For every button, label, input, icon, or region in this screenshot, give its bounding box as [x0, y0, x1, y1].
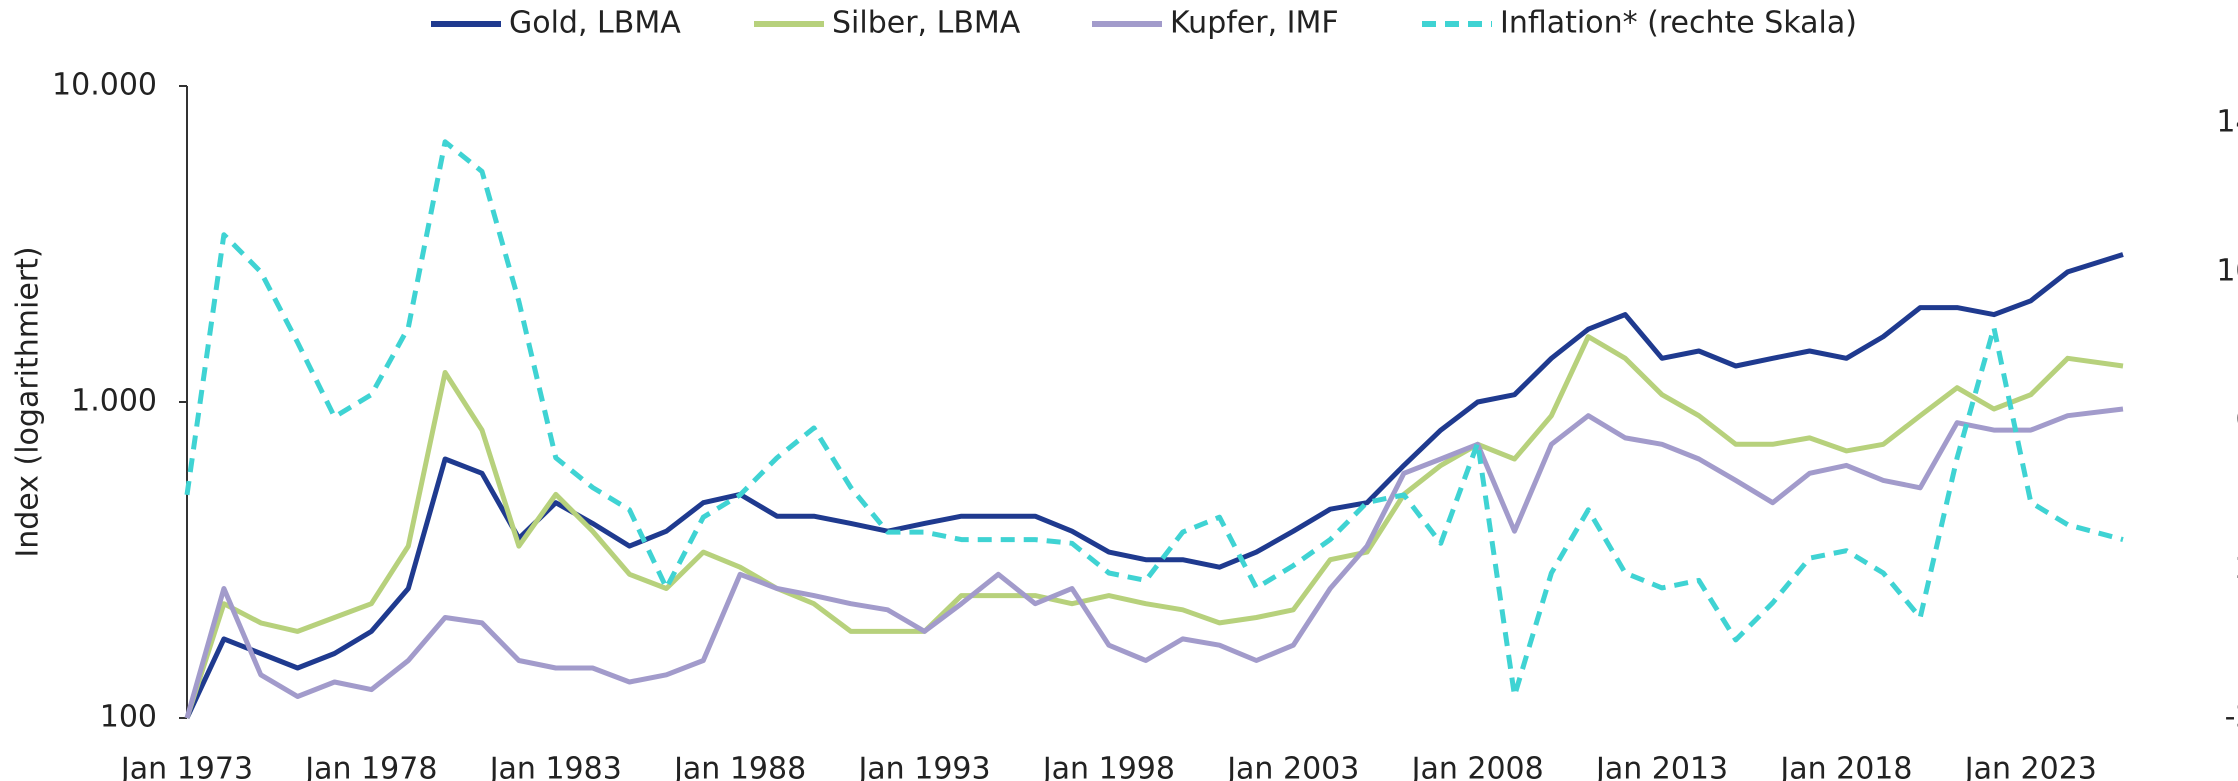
x-tick-label: Jan 2023 — [1963, 752, 2097, 781]
x-tick-label: Jan 1998 — [1041, 752, 1175, 781]
y-tick-label: 10.000 — [52, 68, 157, 103]
x-tick-label: Jan 2018 — [1778, 752, 1912, 781]
legend-label: Gold, LBMA — [509, 6, 681, 41]
y2-tick-label: 6% — [2235, 402, 2238, 437]
y-tick-label: 100 — [100, 700, 157, 735]
legend-label: Kupfer, IMF — [1170, 6, 1339, 41]
x-tick-label: Jan 1993 — [856, 752, 990, 781]
series-line — [184, 252, 2124, 720]
x-tick-label: Jan 1988 — [672, 752, 806, 781]
y-tick-label: 1.000 — [71, 384, 157, 419]
series-line — [184, 139, 2124, 699]
y2-tick-label: 10% — [2216, 253, 2238, 288]
series-line — [184, 406, 2124, 719]
y2-tick-label: -2% — [2225, 700, 2238, 735]
x-tick-label: Jan 1978 — [303, 752, 437, 781]
x-tick-label: Jan 1983 — [488, 752, 622, 781]
x-tick-label: Jan 2013 — [1594, 752, 1728, 781]
x-tick-label: Jan 2008 — [1410, 752, 1544, 781]
y2-tick-label: 2% — [2235, 551, 2238, 586]
x-tick-label: Jan 2003 — [1225, 752, 1359, 781]
x-tick-label: Jan 1973 — [119, 752, 253, 781]
legend-label: Silber, LBMA — [832, 6, 1021, 41]
legend-label: Inflation* (rechte Skala) — [1500, 6, 1857, 41]
y2-tick-label: 14% — [2216, 105, 2238, 140]
series-line — [184, 334, 2124, 719]
y-axis-label: Index (logarithmiert) — [11, 246, 46, 557]
